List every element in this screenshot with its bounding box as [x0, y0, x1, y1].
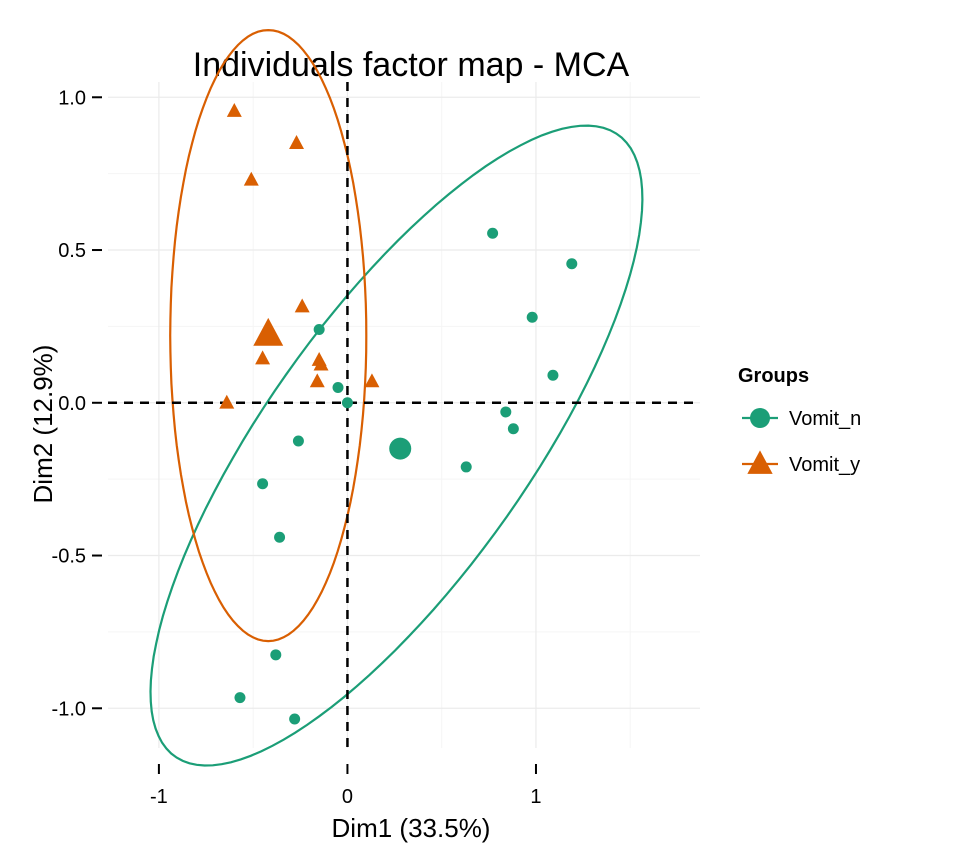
point-vomit_n — [460, 461, 472, 473]
point-vomit_n — [566, 258, 578, 270]
point-vomit_n — [234, 692, 246, 704]
point-vomit_n — [257, 478, 269, 490]
x-tick-label: -1 — [150, 786, 168, 808]
point-vomit_n — [500, 406, 512, 418]
y-tick-label: 0.5 — [58, 240, 86, 262]
point-vomit_n — [289, 713, 301, 725]
point-vomit_y — [313, 356, 329, 371]
y-tick-label: 0.0 — [58, 393, 86, 415]
point-vomit_y — [219, 394, 235, 409]
point-vomit_n — [487, 227, 499, 239]
ellipse-vomit_y — [169, 28, 368, 643]
point-vomit_n — [292, 435, 304, 447]
legend-item-vomit_y: Vomit_y — [742, 450, 860, 476]
y-tick-label: -0.5 — [52, 546, 86, 568]
y-tick-label: 1.0 — [58, 87, 86, 109]
chart-title: Individuals factor map - MCA — [193, 46, 630, 84]
y-axis-title: Dim2 (12.9%) — [28, 345, 58, 504]
point-vomit_n — [547, 369, 559, 381]
point-vomit_y — [289, 135, 305, 149]
legend: Groups Vomit_n Vomit_y — [738, 365, 861, 476]
data-points — [219, 102, 578, 725]
point-vomit_y — [243, 171, 259, 186]
y-tick-label: -1.0 — [52, 698, 86, 720]
point-vomit_n — [332, 382, 344, 394]
point-vomit_n — [507, 423, 519, 435]
point-vomit_y — [309, 373, 325, 388]
centroid-vomit_n — [389, 437, 412, 460]
point-vomit_y — [226, 102, 242, 117]
x-tick-label: 1 — [530, 786, 541, 808]
legend-label-vomit_n: Vomit_n — [789, 408, 861, 430]
point-vomit_n — [313, 323, 325, 335]
legend-marker-vomit_n — [750, 408, 770, 428]
point-vomit_y — [364, 373, 380, 388]
legend-item-vomit_n: Vomit_n — [742, 408, 861, 430]
point-vomit_n — [274, 531, 286, 543]
axes: -1 0 1 -1.0 -0.5 0.0 0.5 1.0 — [52, 87, 542, 808]
grid — [108, 82, 700, 748]
x-tick-label: 0 — [342, 786, 353, 808]
confidence-ellipses — [149, 28, 644, 767]
reference-lines — [108, 82, 700, 748]
point-vomit_y — [255, 350, 271, 365]
legend-label-vomit_y: Vomit_y — [789, 454, 860, 476]
point-vomit_y — [294, 298, 310, 313]
legend-marker-vomit_y — [747, 450, 773, 474]
legend-title: Groups — [738, 365, 809, 387]
x-axis-title: Dim1 (33.5%) — [332, 813, 491, 843]
point-vomit_n — [526, 311, 538, 323]
ellipse-vomit_n — [149, 124, 644, 767]
point-vomit_n — [270, 649, 282, 661]
centroid-vomit_y — [253, 317, 284, 346]
point-vomit_n — [341, 397, 353, 409]
